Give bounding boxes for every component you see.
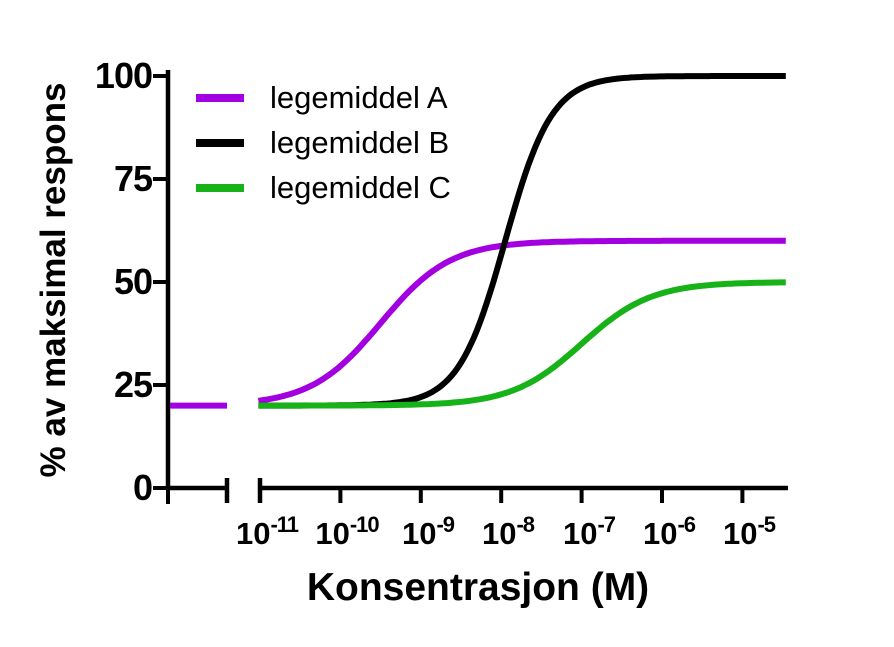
y-tick-label-0: 0 bbox=[132, 467, 153, 508]
legend-swatch-b bbox=[196, 139, 244, 147]
x-tick-label-1e-9: 10-9 bbox=[401, 512, 455, 551]
y-tick-label-25: 25 bbox=[113, 364, 153, 405]
legend-swatch-c bbox=[196, 184, 244, 192]
x-tick-label-1e-5: 10-5 bbox=[722, 512, 776, 551]
y-axis-title: % av maksimal respons bbox=[34, 82, 73, 478]
x-tick-label-1e-7: 10-7 bbox=[562, 512, 616, 551]
x-tick-label-1e-6: 10-6 bbox=[642, 512, 696, 551]
legend-swatch-a bbox=[196, 94, 244, 102]
x-axis-title: Konsentrasjon (M) bbox=[306, 566, 650, 609]
curve-legemiddel-c bbox=[258, 279, 786, 409]
y-tick-label-75: 75 bbox=[113, 158, 153, 199]
x-tick-label-1e-11: 10-11 bbox=[235, 512, 299, 551]
y-tick-label-50: 50 bbox=[113, 261, 153, 302]
x-tick-label-1e-8: 10-8 bbox=[481, 512, 535, 551]
x-tick-label-1e-10: 10-10 bbox=[315, 512, 379, 551]
curve-legemiddel-a bbox=[257, 237, 786, 404]
y-tick-label-100: 100 bbox=[94, 55, 153, 96]
